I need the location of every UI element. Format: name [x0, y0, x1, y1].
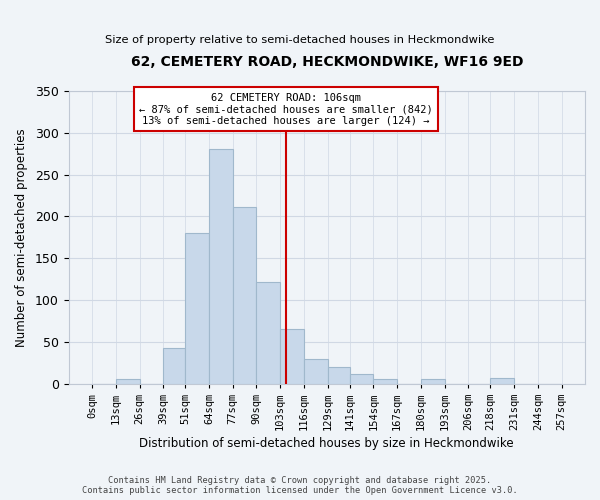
Bar: [421, 380, 445, 384]
Bar: [280, 329, 304, 384]
Bar: [233, 207, 256, 384]
Text: 62 CEMETERY ROAD: 106sqm
← 87% of semi-detached houses are smaller (842)
13% of : 62 CEMETERY ROAD: 106sqm ← 87% of semi-d…: [139, 92, 433, 126]
Y-axis label: Number of semi-detached properties: Number of semi-detached properties: [15, 128, 28, 346]
Bar: [373, 378, 397, 384]
Bar: [116, 380, 140, 384]
Text: Contains HM Land Registry data © Crown copyright and database right 2025.
Contai: Contains HM Land Registry data © Crown c…: [82, 476, 518, 495]
Text: Size of property relative to semi-detached houses in Heckmondwike: Size of property relative to semi-detach…: [106, 35, 494, 45]
X-axis label: Distribution of semi-detached houses by size in Heckmondwike: Distribution of semi-detached houses by …: [139, 437, 514, 450]
Bar: [256, 282, 280, 384]
Title: 62, CEMETERY ROAD, HECKMONDWIKE, WF16 9ED: 62, CEMETERY ROAD, HECKMONDWIKE, WF16 9E…: [131, 55, 523, 69]
Bar: [163, 348, 185, 384]
Bar: [350, 374, 373, 384]
Bar: [328, 367, 350, 384]
Bar: [185, 233, 209, 384]
Bar: [490, 378, 514, 384]
Bar: [304, 360, 328, 384]
Bar: [209, 148, 233, 384]
